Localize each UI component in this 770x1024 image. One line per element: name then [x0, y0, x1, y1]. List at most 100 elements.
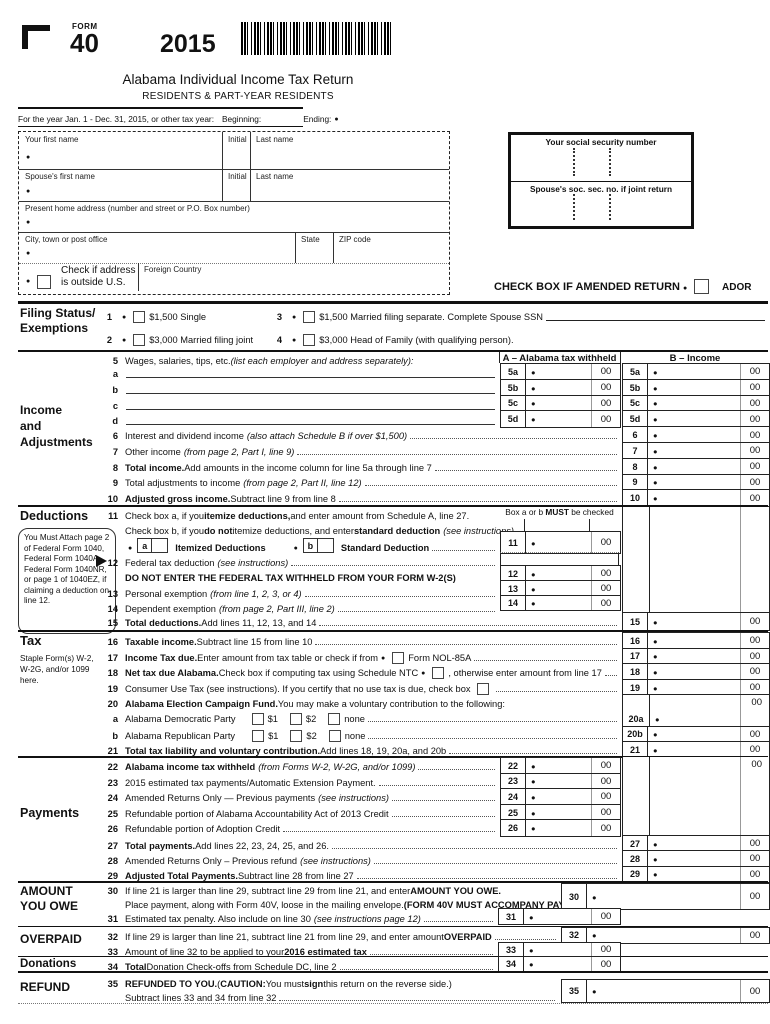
line-35-bold2: CAUTION:	[220, 979, 266, 989]
first-name-row[interactable]: Your first name ● Initial Last name	[19, 132, 449, 170]
nol-85a-checkbox[interactable]	[392, 651, 405, 664]
ssn-separator	[573, 193, 575, 220]
spouse-name-row[interactable]: Spouse's first name ● Initial Last name	[19, 169, 449, 202]
line-number: 6	[112, 431, 118, 441]
entry-dot-icon	[653, 729, 740, 739]
line-17-label2: Form NOL-85A	[408, 652, 472, 663]
grid-line	[740, 695, 741, 727]
cents-label: 00	[591, 379, 620, 396]
cents-label: 00	[591, 411, 620, 428]
cents-label: 00	[591, 773, 620, 790]
amount-box-35[interactable]: 35 00	[561, 979, 770, 1003]
line-35-bold3: sign	[304, 979, 324, 989]
line-18-label: Check box if computing tax using Schedul…	[218, 668, 419, 679]
line-28: 28 Amended Returns Only – Previous refun…	[98, 853, 620, 866]
entry-dot-icon	[653, 383, 740, 393]
line-26-label: Refundable portion of Adoption Credit	[125, 824, 281, 835]
line-13-label: Personal exemption	[125, 589, 208, 599]
entry-dot-icon	[529, 945, 591, 955]
box-number: 18	[623, 664, 648, 680]
box-11-12-connector	[500, 552, 619, 566]
filing-joint-checkbox[interactable]	[133, 334, 146, 346]
amount-box-28[interactable]: 28 00	[622, 850, 770, 868]
dotted-leader	[369, 954, 493, 955]
entry-dot-icon	[529, 912, 591, 922]
line-12-warning-label: DO NOT ENTER THE FEDERAL TAX WITHHELD FR…	[125, 573, 456, 583]
amount-box-20a[interactable]: 20a ● 00	[622, 694, 770, 728]
filing-single-checkbox[interactable]	[133, 311, 146, 323]
spouse-ssn-blank[interactable]	[546, 320, 765, 321]
line-20a-label: Alabama Democratic Party	[125, 714, 236, 724]
entry-dot-icon	[653, 477, 740, 487]
amount-box-26[interactable]: 26 00	[500, 819, 621, 837]
filing-head-checkbox[interactable]	[303, 334, 316, 346]
line-11-label2: and enter amount from Schedule A, line 2…	[290, 511, 470, 521]
entry-dot-icon	[531, 367, 591, 377]
line-28-italic: (see instructions)	[300, 855, 371, 866]
amount-box-20b[interactable]: 20b 00	[622, 725, 770, 744]
amended-checkbox[interactable]	[694, 279, 710, 294]
entry-dot-icon	[531, 808, 591, 818]
employer-entry-d[interactable]	[126, 424, 495, 426]
amount-box-31[interactable]: 31 00	[498, 908, 621, 925]
filing-option-4: 4 $3,000 Head of Family (with qualifying…	[270, 332, 570, 346]
use-tax-checkbox[interactable]	[476, 682, 489, 695]
ssn-box: Your social security number Spouse's soc…	[508, 132, 694, 229]
your-ssn-cell[interactable]: Your social security number	[511, 135, 691, 182]
schedule-ntc-checkbox[interactable]	[432, 667, 445, 680]
column-b-empty-frame-22-26: 00	[622, 757, 770, 835]
democratic-2-checkbox[interactable]	[289, 713, 302, 725]
line-22: 22 Alabama income tax withheld (from For…	[98, 759, 498, 772]
cents-label: 00	[740, 851, 769, 867]
standard-checkbox[interactable]: b	[302, 538, 334, 553]
dotted-leader	[331, 847, 617, 849]
amount-box-11[interactable]: 11 00	[500, 531, 621, 554]
section-label-owe1: AMOUNT	[20, 884, 73, 898]
line-22-italic: (from Forms W-2, W-2G, and/or 1099)	[258, 762, 416, 772]
republican-none-checkbox[interactable]	[328, 729, 341, 742]
line-26: 26 Refundable portion of Adoption Credit	[98, 821, 498, 834]
amount-box-5d-withheld[interactable]: 5d 00	[500, 410, 621, 429]
republican-1-checkbox[interactable]	[252, 729, 265, 742]
employer-entry-a[interactable]	[126, 377, 495, 378]
initial-label: Initial	[228, 135, 247, 144]
line-12: 12 Federal tax deduction (see instructio…	[98, 555, 498, 568]
staple-note-2: W-2G, and/or 1099	[20, 665, 90, 674]
amount-box-14[interactable]: 14 00	[500, 595, 621, 611]
line-17-label: Enter amount from tax table or check if …	[197, 652, 379, 663]
city-row[interactable]: City, town or post office ● State ZIP co…	[19, 232, 449, 264]
entry-dot-icon	[653, 493, 740, 503]
section-divider	[18, 955, 768, 958]
cents-label: 00	[591, 581, 620, 596]
box-number: 5d	[501, 411, 526, 428]
amount-box-30[interactable]: 30 00	[561, 883, 770, 910]
box-number: 31	[499, 909, 524, 924]
entry-dot-icon	[683, 282, 687, 292]
amount-box-15[interactable]: 1500	[622, 612, 770, 631]
ssn-separator	[609, 193, 611, 220]
line-number: 27	[107, 840, 118, 851]
amount-box-34[interactable]: 34 00	[498, 956, 621, 973]
beginning-label[interactable]: Beginning:	[222, 114, 262, 124]
home-address-row[interactable]: Present home address (number and street …	[19, 201, 449, 233]
ending-label[interactable]: Ending:	[303, 114, 332, 124]
employer-entry-c[interactable]	[126, 408, 495, 410]
line-letter: b	[112, 730, 118, 741]
outside-us-checkbox[interactable]	[37, 275, 51, 289]
line-20: 20 Alabama Election Campaign Fund. You m…	[98, 696, 620, 709]
democratic-1-checkbox[interactable]	[251, 713, 264, 725]
spouse-ssn-cell[interactable]: Spouse's soc. sec. no. if joint return	[511, 183, 691, 223]
form-year: 2015	[160, 30, 216, 58]
line-9-italic: (from page 2, Part II, line 12)	[243, 478, 362, 489]
employer-entry-b[interactable]	[126, 392, 495, 394]
republican-2-checkbox[interactable]	[290, 729, 303, 742]
filing-separate-checkbox[interactable]	[303, 311, 316, 323]
democratic-none-checkbox[interactable]	[328, 713, 341, 725]
line-number: 10	[107, 494, 118, 505]
amount-box-29[interactable]: 29 00	[622, 865, 770, 883]
cents-label: 00	[740, 443, 769, 459]
form-subtitle: RESIDENTS & PART-YEAR RESIDENTS	[142, 91, 334, 102]
itemized-checkbox[interactable]: a	[137, 538, 169, 553]
cents-label: 00	[740, 458, 769, 475]
